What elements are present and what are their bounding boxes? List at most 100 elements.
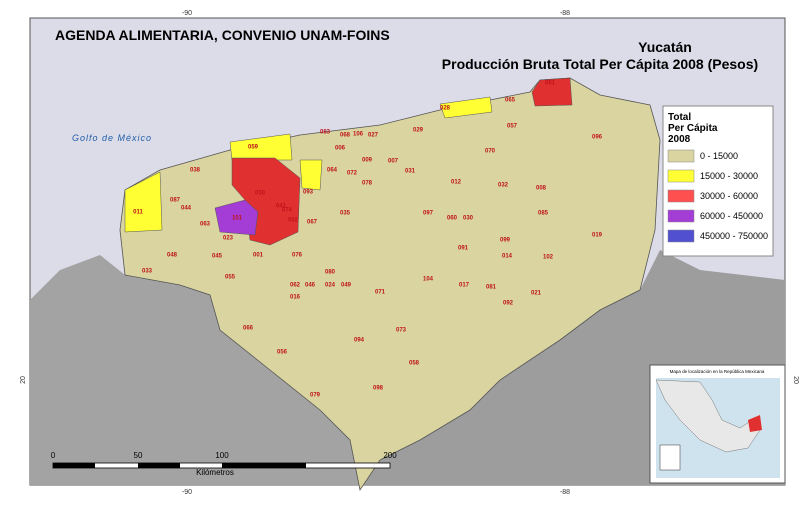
municipality-code: 027 xyxy=(368,133,379,139)
municipality-code: 021 xyxy=(531,291,542,297)
municipality-code: 106 xyxy=(353,132,364,138)
municipality-code: 104 xyxy=(423,277,434,283)
coord-label: -88 xyxy=(560,489,570,496)
legend-label: 0 - 15000 xyxy=(700,151,738,161)
municipality-code: 055 xyxy=(225,275,236,281)
municipality-code: 080 xyxy=(325,270,336,276)
inset: Mapa de localización en la República Mex… xyxy=(649,364,786,484)
municipality-code: 071 xyxy=(375,290,386,296)
municipality-code: 044 xyxy=(181,206,192,212)
municipality-code: 030 xyxy=(463,216,474,222)
coord-label: 20 xyxy=(792,376,799,384)
legend-label: 15000 - 30000 xyxy=(700,171,758,181)
municipality-code: 099 xyxy=(500,238,511,244)
scale-label: 200 xyxy=(383,451,397,460)
municipality-code: 070 xyxy=(485,149,496,155)
municipality-code: 079 xyxy=(310,393,321,399)
municipality-code: 058 xyxy=(409,361,420,367)
state: Yucatán xyxy=(638,39,692,55)
municipality-code: 035 xyxy=(340,211,351,217)
municipality-code: 072 xyxy=(347,171,358,177)
legend-swatch xyxy=(667,209,695,223)
legend-label: 30000 - 60000 xyxy=(700,191,758,201)
municipality-code: 087 xyxy=(170,198,181,204)
sea-label: Golfo de México xyxy=(72,133,152,143)
municipality-code: 017 xyxy=(459,283,470,289)
legend-label: 60000 - 450000 xyxy=(700,211,763,221)
municipality-code: 102 xyxy=(543,255,554,261)
municipality-code: 038 xyxy=(190,168,201,174)
municipality-code: 002 xyxy=(288,218,299,224)
municipality-code: 031 xyxy=(405,169,416,175)
municipality-code: 008 xyxy=(536,186,547,192)
coord-label: -88 xyxy=(560,10,570,17)
legend-swatch xyxy=(667,189,695,203)
municipality-code: 012 xyxy=(451,180,462,186)
municipality-code: 096 xyxy=(592,135,603,141)
municipality-code: 057 xyxy=(507,124,518,130)
municipality-code: 098 xyxy=(373,386,384,392)
municipality-code: 074 xyxy=(282,208,293,214)
municipality-code: 048 xyxy=(167,253,178,259)
municipality-code: 014 xyxy=(502,254,513,260)
municipality-code: 092 xyxy=(503,301,514,307)
municipality-code: 001 xyxy=(253,253,264,259)
municipality-code: 068 xyxy=(340,133,351,139)
title: AGENDA ALIMENTARIA, CONVENIO UNAM-FOINS xyxy=(55,27,390,43)
municipality-code: 064 xyxy=(327,168,338,174)
municipality-code: 093 xyxy=(303,190,314,196)
municipality-code: 033 xyxy=(142,269,153,275)
municipality-code: 011 xyxy=(133,210,143,216)
municipality-code: 045 xyxy=(212,254,223,260)
municipality-code: 081 xyxy=(486,285,497,291)
legend-title: Total xyxy=(668,112,691,123)
municipality-code: 085 xyxy=(538,211,549,217)
municipality-code: 062 xyxy=(290,283,301,289)
coord-label: -90 xyxy=(182,489,192,496)
scale-label: 0 xyxy=(51,451,56,460)
municipality-code: 063 xyxy=(200,222,211,228)
scale-unit: Kilómetros xyxy=(196,468,234,477)
municipality-code: 009 xyxy=(362,158,373,164)
municipality-code: 059 xyxy=(248,145,259,151)
municipality-code: 056 xyxy=(277,350,288,356)
municipality-code: 046 xyxy=(305,283,316,289)
municipality-code: 101 xyxy=(232,216,243,222)
municipality-code: 083 xyxy=(320,130,331,136)
subtitle: Producción Bruta Total Per Cápita 2008 (… xyxy=(442,56,758,72)
legend-title: Per Cápita xyxy=(668,123,718,134)
municipality-code: 066 xyxy=(243,326,254,332)
regions xyxy=(124,77,573,246)
municipality-code: 078 xyxy=(362,181,373,187)
municipality-code: 029 xyxy=(413,128,424,134)
municipality-code: 060 xyxy=(447,216,458,222)
municipality-code: 024 xyxy=(325,283,336,289)
legend-swatch xyxy=(667,169,695,183)
municipality-code: 067 xyxy=(307,220,318,226)
scale-label: 50 xyxy=(134,451,143,460)
scale-label: 100 xyxy=(215,451,229,460)
municipality-code: 073 xyxy=(396,328,407,334)
municipality-code: 094 xyxy=(354,338,365,344)
municipality-code: 032 xyxy=(498,183,509,189)
legend-swatch xyxy=(667,229,695,243)
legend-title: 2008 xyxy=(668,134,691,145)
coord-label: -90 xyxy=(182,10,192,17)
municipality-code: 065 xyxy=(505,98,516,104)
legend-swatch xyxy=(667,149,695,163)
inset-title: Mapa de localización en la República Mex… xyxy=(670,369,765,374)
municipality-code: 006 xyxy=(335,146,346,152)
municipality-code: 016 xyxy=(290,295,301,301)
municipality-code: 091 xyxy=(458,246,469,252)
coord-label: 20 xyxy=(20,376,27,384)
municipality-code: 041 xyxy=(276,204,287,210)
municipality-code: 023 xyxy=(223,236,234,242)
municipality-code: 019 xyxy=(592,233,603,239)
legend-label: 450000 - 750000 xyxy=(700,231,768,241)
municipality-code: 007 xyxy=(388,159,399,165)
municipality-code: 097 xyxy=(423,211,434,217)
municipality-code: 061 xyxy=(545,81,556,87)
municipality-code: 049 xyxy=(341,283,352,289)
